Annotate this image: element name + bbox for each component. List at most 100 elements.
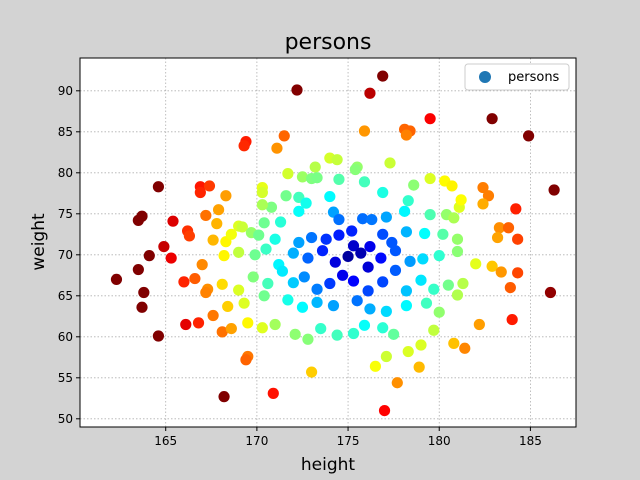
- x-axis: 165 170 175 180 185: [154, 427, 542, 448]
- data-point: [347, 275, 360, 287]
- data-point: [315, 323, 327, 335]
- data-point: [389, 264, 402, 276]
- data-point: [384, 157, 396, 169]
- data-point: [331, 154, 343, 166]
- data-point: [377, 228, 389, 240]
- y-tick-label: 75: [58, 207, 73, 221]
- data-point: [455, 194, 467, 206]
- data-point: [473, 318, 485, 331]
- plot-frame: [79, 57, 577, 428]
- data-point: [289, 328, 301, 340]
- data-point: [132, 214, 144, 226]
- data-point: [256, 199, 268, 211]
- data-point: [355, 247, 367, 259]
- data-point: [189, 272, 201, 285]
- data-point: [152, 330, 165, 342]
- data-point: [212, 204, 225, 216]
- data-point: [302, 333, 314, 345]
- data-point: [165, 252, 177, 264]
- data-point: [428, 283, 440, 295]
- data-point: [298, 271, 310, 283]
- y-tick-label: 60: [58, 330, 73, 344]
- data-point: [265, 201, 278, 213]
- data-point: [287, 277, 299, 289]
- data-point: [417, 253, 429, 265]
- y-tick-label: 90: [58, 84, 73, 98]
- data-point: [311, 172, 323, 184]
- data-point: [415, 274, 427, 286]
- data-point: [200, 209, 212, 222]
- legend-marker: [479, 71, 491, 83]
- data-point: [486, 113, 498, 125]
- y-axis-label: weight: [29, 213, 49, 271]
- data-point: [305, 366, 318, 378]
- data-point: [287, 247, 299, 259]
- data-point: [506, 313, 518, 326]
- data-point: [218, 250, 230, 262]
- data-point: [253, 229, 265, 241]
- data-point: [398, 205, 411, 217]
- y-tick-label: 85: [58, 125, 73, 139]
- data-point: [324, 190, 336, 203]
- data-point: [400, 226, 413, 238]
- data-point: [296, 301, 309, 313]
- legend-label: persons: [508, 70, 560, 85]
- data-point: [400, 129, 413, 141]
- data-point: [276, 265, 289, 277]
- data-point: [495, 266, 507, 278]
- data-point: [267, 387, 279, 399]
- y-axis: 50 55 60 65 70 75 80 85 90: [58, 84, 80, 426]
- data-point: [512, 267, 524, 279]
- data-point: [296, 171, 309, 183]
- data-point: [457, 277, 469, 290]
- data-point: [269, 233, 281, 245]
- data-point: [391, 377, 403, 389]
- data-point: [428, 324, 440, 336]
- data-point: [132, 263, 144, 276]
- data-point: [504, 282, 516, 294]
- data-point: [408, 179, 420, 191]
- y-tick-label: 80: [58, 166, 73, 180]
- data-point: [258, 217, 270, 229]
- data-point: [364, 241, 376, 253]
- data-point: [183, 230, 196, 242]
- data-point: [200, 286, 212, 299]
- x-axis-label: height: [301, 455, 356, 475]
- data-point: [336, 269, 349, 281]
- data-point: [220, 190, 232, 202]
- data-point: [196, 259, 208, 271]
- data-point: [178, 276, 190, 288]
- data-point: [477, 181, 489, 194]
- data-point: [136, 301, 148, 313]
- data-point: [424, 172, 436, 185]
- data-point: [510, 203, 522, 215]
- chart-title: persons: [285, 30, 372, 55]
- data-point: [424, 113, 436, 125]
- data-point: [448, 337, 460, 349]
- data-point: [437, 228, 449, 240]
- data-point: [402, 345, 414, 358]
- data-point: [242, 317, 254, 329]
- data-point: [433, 250, 445, 262]
- data-point: [216, 326, 228, 338]
- data-point: [357, 213, 369, 225]
- data-point: [240, 354, 252, 366]
- y-tick-label: 55: [58, 371, 73, 385]
- data-point: [415, 339, 427, 351]
- data-point: [247, 271, 259, 283]
- data-point: [333, 173, 345, 185]
- data-point: [256, 322, 268, 334]
- data-point: [180, 318, 192, 331]
- data-point: [309, 161, 321, 173]
- data-point: [377, 186, 389, 199]
- data-point: [413, 361, 425, 373]
- data-point: [380, 211, 392, 223]
- data-point: [262, 277, 274, 290]
- data-point: [477, 198, 489, 210]
- data-point: [302, 252, 314, 264]
- data-point: [377, 70, 389, 82]
- data-point: [451, 233, 464, 245]
- data-point: [211, 218, 223, 230]
- data-point: [362, 285, 374, 297]
